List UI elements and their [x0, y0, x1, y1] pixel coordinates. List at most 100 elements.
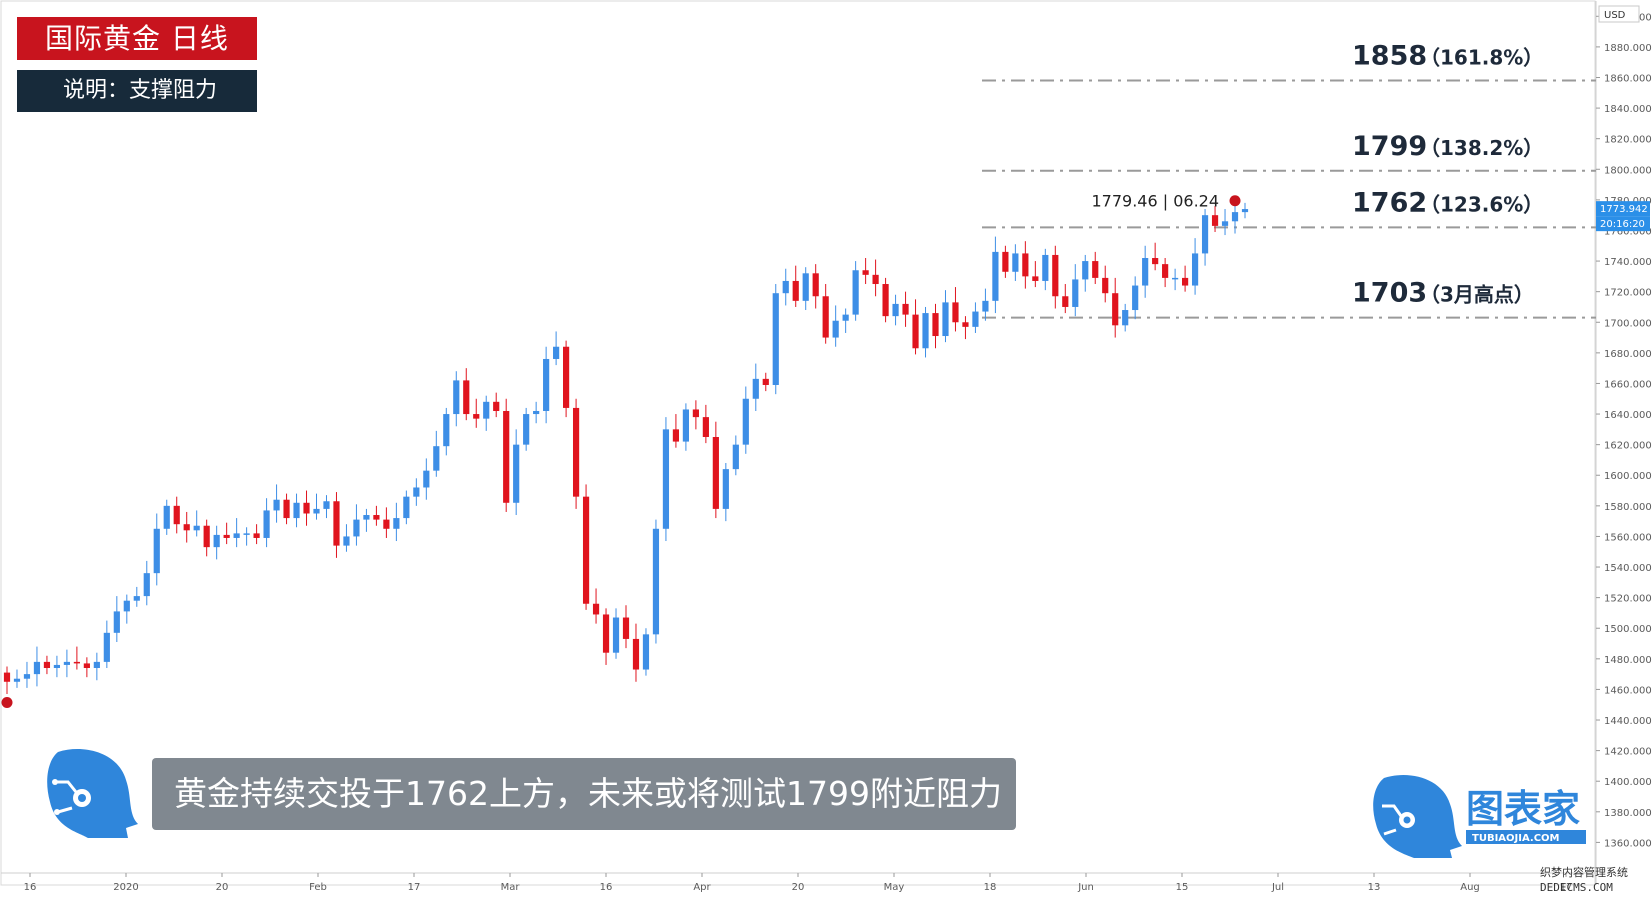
candle-body [483, 401, 490, 419]
y-tick-label: 1700.000 [1604, 318, 1652, 329]
plot-frame [0, 0, 1596, 886]
candle-body [1022, 253, 1029, 277]
candle-body [113, 611, 120, 633]
y-tick-label: 1420.000 [1604, 747, 1652, 758]
candle-body [503, 410, 510, 503]
candle-body [702, 417, 709, 437]
y-tick-label: 1740.000 [1604, 257, 1652, 268]
annotations: 1451.43 | 03.161779.46 | 06.24 [1, 192, 1241, 709]
candle-body [193, 525, 200, 531]
candle-body [1002, 251, 1009, 272]
candle-body [63, 661, 70, 665]
candle-body [1052, 254, 1059, 297]
candle-body [173, 505, 180, 525]
x-tick-label: May [884, 882, 905, 893]
candle-body [922, 313, 929, 349]
candle-body [3, 672, 11, 682]
candle-body [592, 603, 600, 615]
high-annotation: 1779.46 | 06.24 [1091, 192, 1219, 211]
candle-body [143, 573, 150, 597]
y-tick-label: 1580.000 [1604, 502, 1652, 513]
candle-body [533, 410, 540, 415]
candle-body [1211, 215, 1219, 226]
candle-body [1201, 215, 1209, 254]
price-axis[interactable]: 1360.000 1380.000 1400.000 1420.000 1440.000… [1596, 12, 1652, 849]
x-tick-label: Jul [1271, 882, 1284, 893]
candle-body [952, 302, 959, 323]
x-tick-label: 13 [1368, 882, 1381, 893]
candle-body [1072, 279, 1079, 307]
candle-body [832, 320, 839, 338]
level-percent: （161.8%） [1420, 46, 1543, 70]
candle-body [263, 510, 270, 538]
candle-body [672, 429, 680, 442]
y-tick-label: 1480.000 [1604, 655, 1652, 666]
candle-body [103, 632, 110, 662]
x-tick-label: Apr [693, 882, 711, 893]
currency-label: USD [1604, 10, 1626, 21]
chart-subtitle: 说明：支撑阻力 [17, 70, 257, 112]
candle-body [473, 414, 480, 419]
candle-body [1032, 276, 1039, 281]
x-tick-label: Mar [501, 882, 521, 893]
candle-body [1191, 253, 1199, 286]
candle-body [722, 469, 729, 509]
candle-body [363, 515, 370, 520]
y-tick-label: 1400.000 [1604, 777, 1652, 788]
candle-body [862, 270, 869, 275]
candle-body [23, 674, 31, 679]
candle-body [553, 346, 560, 359]
candle-body [543, 358, 550, 411]
candle-body [882, 284, 889, 317]
candles [3, 196, 1249, 695]
y-tick-label: 1540.000 [1604, 563, 1652, 574]
brand-name: 图表家 [1466, 787, 1580, 831]
candle-body [343, 536, 350, 546]
y-tick-label: 1800.000 [1604, 165, 1652, 176]
candle-body [1092, 261, 1099, 278]
time-axis[interactable]: 16 2020 20 Feb 17 Mar 16 Apr 20 May 18 Jun 15 Jul 13 Au… [24, 873, 1573, 893]
candle-body [602, 614, 610, 653]
y-tick-label: 1520.000 [1604, 594, 1652, 605]
brand-url: TUBIAOJIA.COM [1472, 833, 1560, 844]
y-tick-label: 1840.000 [1604, 104, 1652, 115]
y-tick-label: 1860.000 [1604, 73, 1652, 84]
candle-body [283, 499, 290, 519]
candle-body [373, 515, 380, 520]
x-tick-label: 16 [24, 882, 37, 893]
x-tick-label: 16 [600, 882, 613, 893]
candle-body [772, 293, 779, 385]
y-tick-label: 1760.000 [1604, 226, 1652, 237]
candle-body [163, 505, 170, 529]
candle-body [413, 487, 420, 497]
candle-body [1162, 264, 1169, 278]
candle-body [652, 528, 660, 635]
candle-body [33, 661, 41, 675]
candle-body [582, 496, 590, 604]
corner-watermark-line1: 织梦内容管理系统 [1540, 865, 1628, 879]
level-percent: （3月高点） [1420, 283, 1534, 307]
candle-body [1182, 277, 1189, 286]
candle-body [433, 446, 440, 471]
candle-body [183, 524, 190, 531]
y-tick-label: 1460.000 [1604, 685, 1652, 696]
candle-body [642, 634, 650, 670]
level-percent: （123.6%） [1420, 192, 1543, 216]
candle-body [812, 273, 819, 297]
x-tick-label: Jun [1077, 882, 1094, 893]
y-tick-label: 1440.000 [1604, 716, 1652, 727]
candle-body [802, 273, 809, 301]
candle-body [612, 617, 620, 653]
level-value: 1703 [1352, 278, 1427, 309]
candle-body [133, 596, 140, 601]
candle-body [403, 496, 410, 519]
candle-body [523, 414, 530, 445]
x-tick-label: 20 [216, 882, 229, 893]
candle-body [353, 519, 360, 537]
candle-body [912, 314, 919, 349]
y-tick-label: 1500.000 [1604, 624, 1652, 635]
candle-body [1241, 209, 1249, 213]
candle-body [383, 519, 390, 529]
y-tick-label: 1620.000 [1604, 441, 1652, 452]
